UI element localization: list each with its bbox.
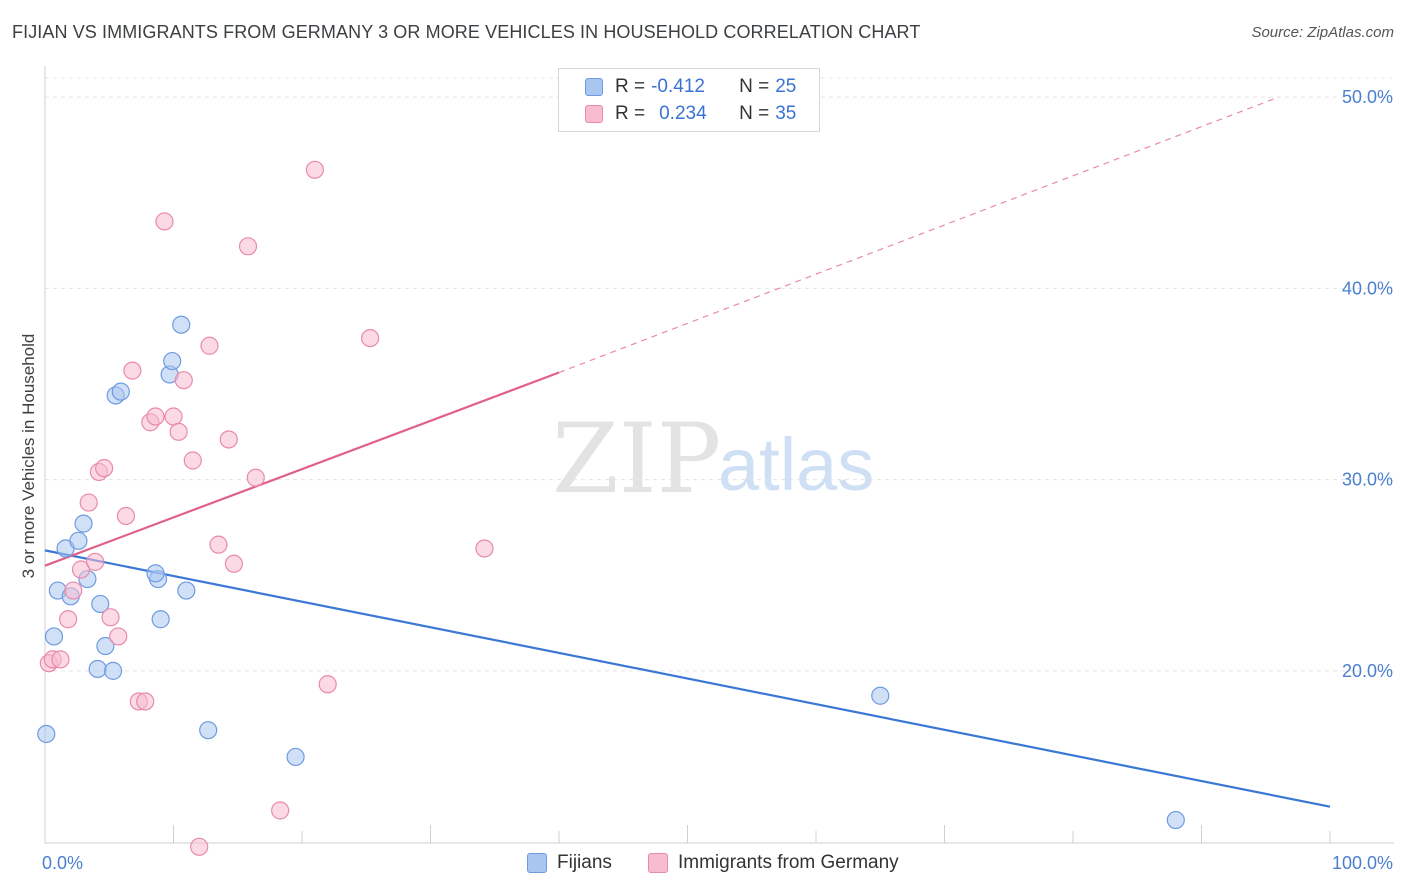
legend-r-label: R = [615, 103, 646, 124]
fijians-point [146, 564, 165, 583]
x-tick-label: 0.0% [42, 853, 83, 873]
trend-lines [44, 96, 1331, 808]
legend-row-fijians: R = -0.412 N = 25 [559, 74, 796, 100]
legend-n-label: N = [739, 103, 770, 124]
germany-point [136, 692, 155, 711]
germany-point [123, 361, 142, 380]
germany-point [209, 535, 228, 554]
germany-point [219, 430, 238, 449]
data-points [37, 160, 1185, 856]
germany-point [86, 552, 105, 571]
germany-point [71, 560, 91, 579]
fijians-point [96, 636, 115, 656]
germany-point [200, 336, 219, 355]
germany-point [224, 554, 243, 573]
watermark-atlas: atlas [718, 423, 874, 506]
germany-point [146, 407, 165, 426]
germany-point [238, 237, 258, 256]
germany-point [174, 371, 193, 390]
fijians-point [1166, 810, 1185, 830]
germany-point [59, 610, 78, 629]
legend-item-germany: Immigrants from Germany [648, 852, 899, 874]
tick-labels: 20.0% 30.0% 40.0% 50.0% 0.0% 100.0% [42, 87, 1393, 873]
source-label: Source: ZipAtlas.com [1251, 24, 1394, 41]
germany-point [164, 407, 183, 426]
fijians-point [104, 661, 123, 680]
germany-point [155, 212, 174, 231]
watermark-zip: ZIP [552, 403, 721, 515]
chart-title: FIJIAN VS IMMIGRANTS FROM GERMANY 3 OR M… [12, 22, 921, 42]
x-tick-label: 100.0% [1332, 853, 1393, 873]
fijians-trend-line [44, 549, 1331, 808]
germany-point [190, 837, 209, 856]
germany-point [116, 506, 136, 526]
y-axis-label: 3 or more Vehicles in Household [19, 334, 38, 579]
germany-point [79, 493, 98, 512]
fijians-point [199, 721, 218, 740]
y-tick-label: 30.0% [1342, 470, 1393, 490]
legend-label-germany: Immigrants from Germany [678, 852, 899, 873]
legend-swatch-germany [648, 853, 668, 873]
germany-point [101, 608, 120, 627]
legend-swatch-germany [585, 105, 603, 123]
germany-point [51, 650, 70, 669]
y-tick-label: 20.0% [1342, 661, 1393, 681]
legend-swatch-fijians [585, 78, 603, 96]
legend-item-fijians: Fijians [527, 852, 612, 874]
y-tick-label: 40.0% [1342, 278, 1393, 298]
germany-point [95, 459, 114, 478]
legend-r-value: 0.234 [659, 103, 707, 124]
legend-label-fijians: Fijians [557, 852, 612, 873]
fijians-point [69, 531, 88, 550]
germany-trend-extension [558, 96, 1279, 374]
legend-r-label: R = [615, 76, 646, 97]
fijians-point [163, 351, 182, 371]
germany-point [305, 160, 324, 179]
legend-n-value: 35 [775, 103, 797, 124]
germany-point [109, 627, 128, 646]
germany-point [318, 675, 337, 694]
germany-trend-line [44, 371, 560, 567]
legend-r-value: -0.412 [651, 76, 705, 97]
stats-legend: R = -0.412 N = 25 R = 0.234 N = 35 [558, 68, 820, 132]
fijians-point [44, 627, 64, 646]
fijians-point [88, 659, 107, 679]
fijians-point [91, 594, 110, 614]
fijians-point [37, 724, 56, 744]
germany-point [169, 422, 188, 441]
series-legend: Fijians Immigrants from Germany [0, 852, 1406, 878]
germany-point [361, 329, 380, 348]
legend-n-value: 25 [775, 76, 797, 97]
germany-point [271, 801, 290, 820]
y-tick-label: 50.0% [1342, 87, 1393, 107]
germany-point [183, 451, 202, 470]
legend-swatch-fijians [527, 853, 547, 873]
fijians-point [74, 514, 93, 533]
grid-lines [45, 77, 1392, 672]
germany-point [64, 581, 83, 600]
watermark: ZIP atlas [552, 403, 874, 515]
axes [44, 66, 1394, 844]
legend-n-label: N = [739, 76, 770, 97]
legend-row-germany: R = 0.234 N = 35 [559, 101, 796, 127]
fijians-point [286, 747, 305, 767]
fijians-point [871, 686, 890, 705]
fijians-point [177, 581, 196, 600]
fijians-point [151, 610, 170, 629]
fijians-point [111, 382, 130, 401]
fijians-point [172, 315, 191, 334]
germany-point [475, 539, 494, 558]
germany-point [246, 468, 265, 487]
